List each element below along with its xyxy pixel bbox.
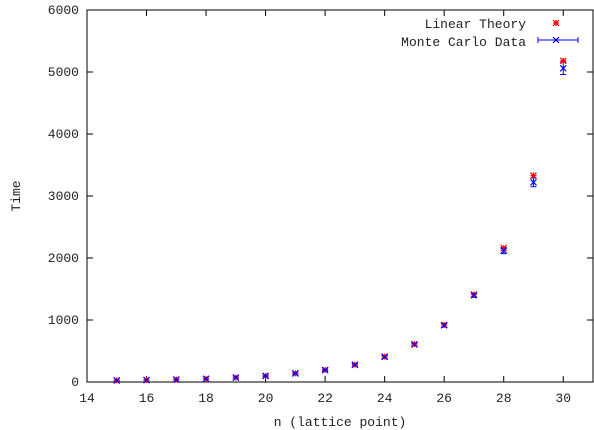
monte-carlo-point <box>410 341 418 348</box>
x-tick-label: 30 <box>555 391 571 406</box>
monte-carlo-point <box>262 372 270 380</box>
legend-label-monte-carlo: Monte Carlo Data <box>401 35 526 50</box>
monte-carlo-point <box>530 178 537 186</box>
cross-stroke <box>262 372 270 380</box>
cross-stroke <box>440 321 448 329</box>
star-stroke <box>552 19 560 27</box>
monte-carlo-point <box>202 375 210 383</box>
legend-marker-linear-theory <box>552 19 560 27</box>
cross-stroke <box>552 36 560 44</box>
cross-stroke <box>500 247 508 254</box>
monte-carlo-point <box>440 321 448 329</box>
cross-stroke <box>143 376 150 384</box>
y-tick-label: 2000 <box>48 251 79 266</box>
legend-label-linear-theory: Linear Theory <box>425 17 527 32</box>
monte-carlo-point <box>559 64 567 72</box>
linear-theory-point <box>559 57 567 65</box>
cross-stroke <box>470 291 478 299</box>
monte-carlo-point <box>470 291 478 299</box>
cross-stroke <box>321 366 329 374</box>
legend: Linear Theory Monte Carlo Data <box>401 17 579 50</box>
x-tick-label: 22 <box>317 391 333 406</box>
y-tick-label: 4000 <box>48 127 79 142</box>
star-stroke <box>530 172 537 179</box>
data-layer <box>113 57 567 384</box>
star-stroke <box>559 57 567 65</box>
monte-carlo-point <box>172 376 180 383</box>
cross-stroke <box>202 375 210 383</box>
star-stroke <box>500 244 508 252</box>
y-axis-label: Time <box>9 180 24 211</box>
x-tick-label: 26 <box>436 391 452 406</box>
cross-stroke <box>113 377 121 384</box>
monte-carlo-point <box>113 377 121 384</box>
cross-stroke <box>232 374 240 381</box>
monte-carlo-point <box>232 374 240 381</box>
monte-carlo-point <box>381 353 389 361</box>
x-tick-label: 24 <box>377 391 393 406</box>
y-tick-label: 5000 <box>48 65 79 80</box>
cross-stroke <box>351 361 359 369</box>
cross-stroke <box>381 353 389 361</box>
cross-stroke <box>559 64 567 72</box>
monte-carlo-point <box>143 376 150 384</box>
y-tick-label: 1000 <box>48 313 79 328</box>
y-tick-label: 3000 <box>48 189 79 204</box>
cross-stroke <box>172 376 180 383</box>
cross-stroke <box>291 370 299 377</box>
plot-frame <box>86 9 594 383</box>
x-tick-label: 28 <box>496 391 512 406</box>
monte-carlo-point <box>351 361 359 369</box>
cross-stroke <box>410 341 418 348</box>
monte-carlo-point <box>321 366 329 374</box>
x-tick-label: 14 <box>79 391 95 406</box>
y-tick-label: 6000 <box>48 3 79 18</box>
monte-carlo-point <box>291 370 299 377</box>
x-tick-label: 16 <box>139 391 155 406</box>
monte-carlo-point <box>500 247 508 254</box>
y-tick-label: 0 <box>71 375 79 390</box>
x-axis-label: n (lattice point) <box>274 415 407 430</box>
cross-stroke <box>530 178 537 186</box>
tick-layer: 14 16 18 20 22 24 26 28 30 0 1000 2000 3000 4000 5000 6… <box>48 3 593 406</box>
legend-marker-monte-carlo <box>552 36 560 44</box>
linear-theory-point <box>530 172 537 179</box>
x-tick-label: 18 <box>198 391 214 406</box>
x-tick-label: 20 <box>258 391 274 406</box>
